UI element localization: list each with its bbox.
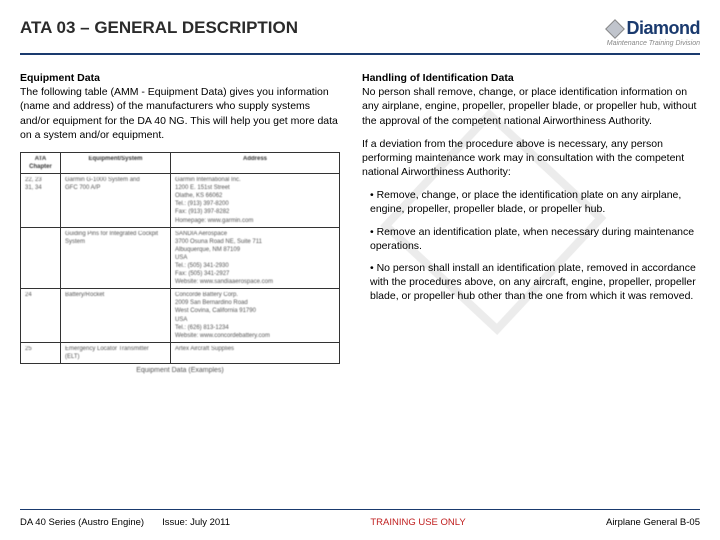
- table-header-address: Address: [171, 152, 340, 173]
- table-cell: 24: [21, 289, 61, 343]
- equipment-data-para: Equipment Data The following table (AMM …: [20, 71, 340, 142]
- table-caption: Equipment Data (Examples): [20, 366, 340, 375]
- footer-issue: Issue: July 2011: [162, 517, 230, 528]
- left-column: Equipment Data The following table (AMM …: [20, 71, 340, 375]
- header-title: ATA 03 – GENERAL DESCRIPTION: [20, 18, 298, 38]
- content-area: AIRCRAFT Equipment Data The following ta…: [0, 65, 720, 375]
- footer-training: TRAINING USE ONLY: [370, 517, 465, 528]
- table-row: 25Emergency Locator Transmitter(ELT)Arte…: [21, 342, 340, 363]
- watermark-text: AIRCRAFT: [714, 233, 720, 430]
- right-column: Handling of Identification Data No perso…: [362, 71, 700, 375]
- page-footer: DA 40 Series (Austro Engine) Issue: July…: [0, 517, 720, 528]
- table-row: 22, 2331, 34Garmin G-1000 System andGFC …: [21, 174, 340, 228]
- deviation-para: If a deviation from the procedure above …: [362, 137, 700, 180]
- bullet-1-text: • Remove, change, or place the identific…: [362, 188, 700, 216]
- handling-para: Handling of Identification Data No perso…: [362, 71, 700, 128]
- table-header-ata: ATA Chapter: [21, 152, 61, 173]
- table-row: Guiding Pins for Integrated CockpitSyste…: [21, 227, 340, 289]
- table-cell: Garmin G-1000 System andGFC 700 A/P: [61, 174, 171, 228]
- footer-series: DA 40 Series (Austro Engine): [20, 517, 144, 528]
- logo-text: Diamond: [626, 18, 700, 39]
- table-cell: Concorde Battery Corp.2009 San Bernardin…: [171, 289, 340, 343]
- logo-block: Diamond Maintenance Training Division: [607, 18, 700, 47]
- bullet-2-text: • Remove an identification plate, when n…: [362, 225, 700, 253]
- table-row: 24Battery/RocketConcorde Battery Corp.20…: [21, 289, 340, 343]
- table-cell: Emergency Locator Transmitter(ELT): [61, 342, 171, 363]
- table-cell: 22, 2331, 34: [21, 174, 61, 228]
- table-cell: Artex Aircraft Supplies: [171, 342, 340, 363]
- bullet-3: • No person shall install an identificat…: [362, 261, 700, 304]
- logo-subtitle: Maintenance Training Division: [607, 40, 700, 47]
- bullet-3-text: • No person shall install an identificat…: [362, 261, 700, 304]
- footer-rule: [20, 509, 700, 510]
- table-cell: Battery/Rocket: [61, 289, 171, 343]
- table-cell: SANDIA Aerospace3700 Osuna Road NE, Suit…: [171, 227, 340, 289]
- handling-heading: Handling of Identification Data: [362, 72, 514, 84]
- table-header-equip: Equipment/System: [61, 152, 171, 173]
- header-underline: [20, 53, 700, 55]
- table-cell: [21, 227, 61, 289]
- equipment-data-body: The following table (AMM - Equipment Dat…: [20, 86, 338, 141]
- table-cell: 25: [21, 342, 61, 363]
- diamond-icon: [606, 19, 626, 39]
- equipment-table: ATA Chapter Equipment/System Address 22,…: [20, 152, 340, 364]
- table-cell: Garmin International Inc.1200 E. 151st S…: [171, 174, 340, 228]
- handling-body: No person shall remove, change, or place…: [362, 86, 696, 126]
- footer-page: Airplane General B-05: [606, 517, 700, 528]
- bullet-2: • Remove an identification plate, when n…: [362, 225, 700, 253]
- bullet-1: • Remove, change, or place the identific…: [362, 188, 700, 216]
- page-header: ATA 03 – GENERAL DESCRIPTION Diamond Mai…: [0, 0, 720, 53]
- equipment-data-heading: Equipment Data: [20, 72, 100, 84]
- table-cell: Guiding Pins for Integrated CockpitSyste…: [61, 227, 171, 289]
